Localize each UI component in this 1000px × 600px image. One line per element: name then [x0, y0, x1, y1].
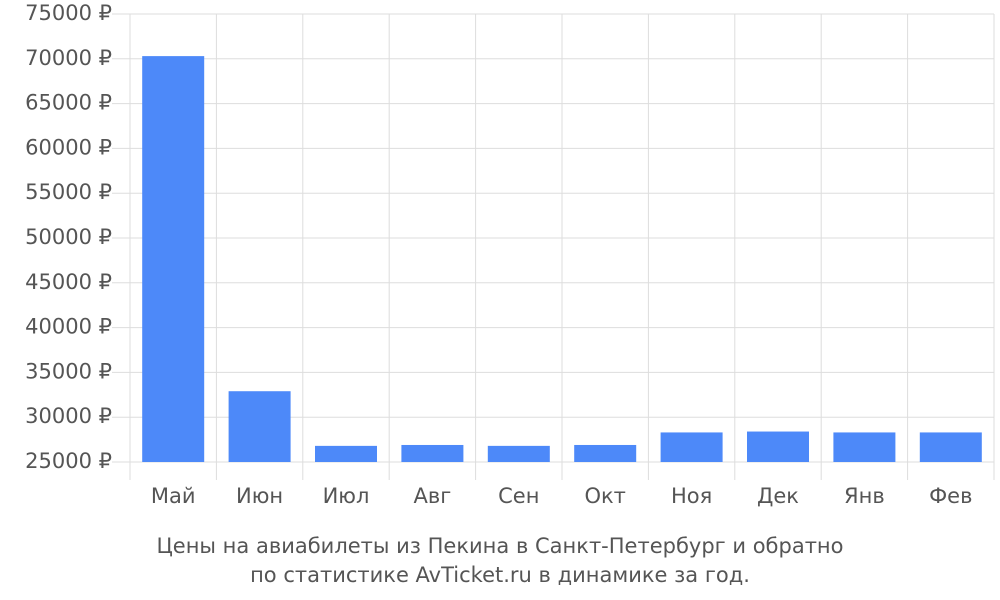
y-tick-label: 25000 ₽ — [25, 449, 112, 473]
y-tick-label: 35000 ₽ — [25, 359, 112, 383]
x-tick-label: Янв — [844, 484, 885, 508]
bar — [401, 444, 464, 462]
bar — [574, 444, 637, 462]
bar — [487, 445, 550, 462]
y-tick-label: 40000 ₽ — [25, 315, 112, 339]
y-tick-label: 60000 ₽ — [25, 135, 112, 159]
chart-title-line: Цены на авиабилеты из Пекина в Санкт-Пет… — [156, 534, 843, 558]
x-tick-label: Авг — [414, 484, 452, 508]
x-tick-label: Июл — [323, 484, 370, 508]
y-tick-label: 70000 ₽ — [25, 46, 112, 70]
y-tick-label: 45000 ₽ — [25, 270, 112, 294]
x-tick-label: Окт — [584, 484, 625, 508]
x-tick-label: Сен — [498, 484, 539, 508]
bar — [228, 391, 291, 462]
bar — [919, 432, 982, 462]
bar — [833, 432, 896, 462]
bar — [142, 56, 205, 462]
y-tick-label: 30000 ₽ — [25, 404, 112, 428]
y-tick-label: 65000 ₽ — [25, 91, 112, 115]
y-tick-label: 55000 ₽ — [25, 180, 112, 204]
x-tick-label: Июн — [236, 484, 283, 508]
x-tick-label: Ноя — [671, 484, 712, 508]
x-tick-label: Май — [151, 484, 196, 508]
chart-title-line: по статистике AvTicket.ru в динамике за … — [250, 563, 750, 587]
y-tick-label: 75000 ₽ — [25, 1, 112, 25]
x-tick-label: Дек — [757, 484, 799, 508]
x-tick-label: Фев — [929, 484, 972, 508]
y-tick-label: 50000 ₽ — [25, 225, 112, 249]
bar — [660, 432, 723, 462]
bar — [747, 431, 809, 462]
bar — [315, 445, 377, 462]
